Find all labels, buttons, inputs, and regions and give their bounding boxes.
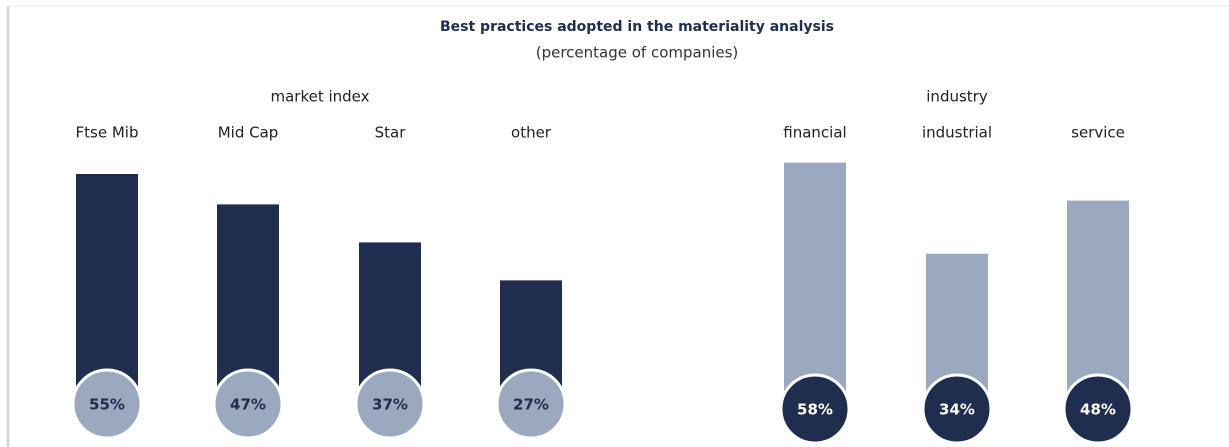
- value-label: 48%: [1080, 401, 1116, 419]
- value-badge: [354, 368, 426, 440]
- category-label: Star: [375, 124, 407, 142]
- bar: [784, 162, 846, 409]
- value-badge: [212, 368, 284, 440]
- value-badge: [1062, 373, 1134, 445]
- category-label: other: [511, 124, 552, 142]
- category-label: Mid Cap: [218, 124, 279, 142]
- category-label: Ftse Mib: [76, 124, 139, 142]
- chart-subtitle: (percentage of companies): [536, 44, 739, 62]
- value-label: 27%: [513, 396, 549, 414]
- value-badge: [921, 373, 993, 445]
- category-label: financial: [783, 124, 846, 142]
- category-label: industrial: [922, 124, 992, 142]
- value-label: 58%: [797, 401, 833, 419]
- value-label: 34%: [939, 401, 975, 419]
- group-label: market index: [270, 88, 369, 106]
- value-badge: [71, 368, 143, 440]
- value-badge: [495, 368, 567, 440]
- category-label: service: [1071, 124, 1125, 142]
- bar: [76, 174, 138, 404]
- chart-title: Best practices adopted in the materialit…: [440, 19, 834, 35]
- value-label: 37%: [372, 396, 408, 414]
- value-badge: [779, 373, 851, 445]
- group-label: industry: [926, 88, 988, 106]
- value-label: 55%: [89, 396, 125, 414]
- value-label: 47%: [230, 396, 266, 414]
